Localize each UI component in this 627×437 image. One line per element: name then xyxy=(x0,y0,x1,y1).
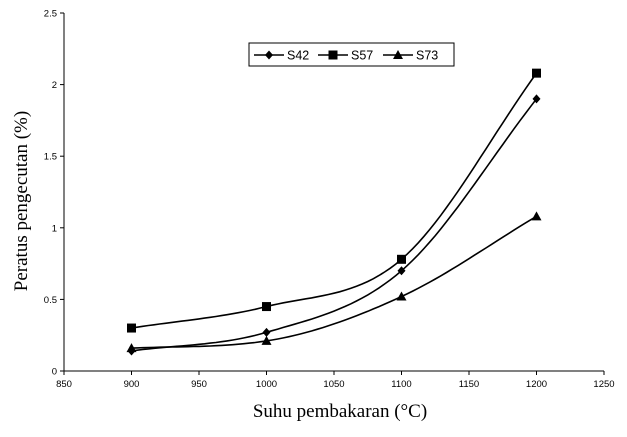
axes xyxy=(60,12,605,375)
x-tick-label: 1050 xyxy=(323,379,344,390)
x-tick-label: 850 xyxy=(56,379,72,390)
y-tick-label: 1 xyxy=(52,223,57,234)
legend-label-s42: S42 xyxy=(287,49,309,63)
y-tick-label: 0 xyxy=(52,367,57,378)
legend-marker-s57 xyxy=(328,50,338,60)
legend-label-s73: S73 xyxy=(416,49,438,63)
x-axis-title: Suhu pembakaran (°C) xyxy=(253,401,427,422)
data-point-s57 xyxy=(262,302,271,312)
x-tick-label: 1100 xyxy=(391,379,411,390)
series-lines xyxy=(131,72,538,352)
y-tick-label: 0.5 xyxy=(44,295,57,306)
data-point-s73 xyxy=(531,211,542,221)
legend-box xyxy=(248,42,455,67)
series-line-s57 xyxy=(131,72,538,329)
x-tick-label: 1150 xyxy=(459,379,479,390)
y-tick-label: 1.5 xyxy=(44,152,57,163)
legend-marker-s73 xyxy=(393,50,403,59)
x-tick-label: 950 xyxy=(191,379,207,390)
data-point-s42 xyxy=(397,266,406,276)
legend: S42 S57 S73 xyxy=(248,42,455,67)
y-tick-label: 2.5 xyxy=(44,9,57,20)
series-line-s73 xyxy=(131,215,537,349)
data-point-s42 xyxy=(532,94,541,104)
series-line-s42 xyxy=(131,98,538,352)
data-point-s73 xyxy=(261,335,272,345)
x-tick-label: 900 xyxy=(124,379,140,390)
data-point-s57 xyxy=(397,254,406,264)
x-tick-label: 1200 xyxy=(526,379,547,390)
y-axis-title: Peratus pengecutan (%) xyxy=(11,111,32,291)
x-tick-label: 1250 xyxy=(593,379,614,390)
x-tick-label: 1000 xyxy=(256,379,277,390)
data-point-s73 xyxy=(126,343,137,353)
y-tick-label: 2 xyxy=(52,80,57,91)
series-markers xyxy=(126,68,542,356)
data-point-s57 xyxy=(532,68,541,78)
legend-label-s57: S57 xyxy=(351,49,373,63)
data-point-s57 xyxy=(127,323,136,333)
data-point-s42 xyxy=(262,327,271,337)
tick-labels: 850 900 950 1000 1050 1100 1150 1200 1250 0 0.5 1 1.… xyxy=(44,9,615,391)
data-point-s73 xyxy=(396,291,407,301)
legend-marker-s42 xyxy=(265,50,273,60)
